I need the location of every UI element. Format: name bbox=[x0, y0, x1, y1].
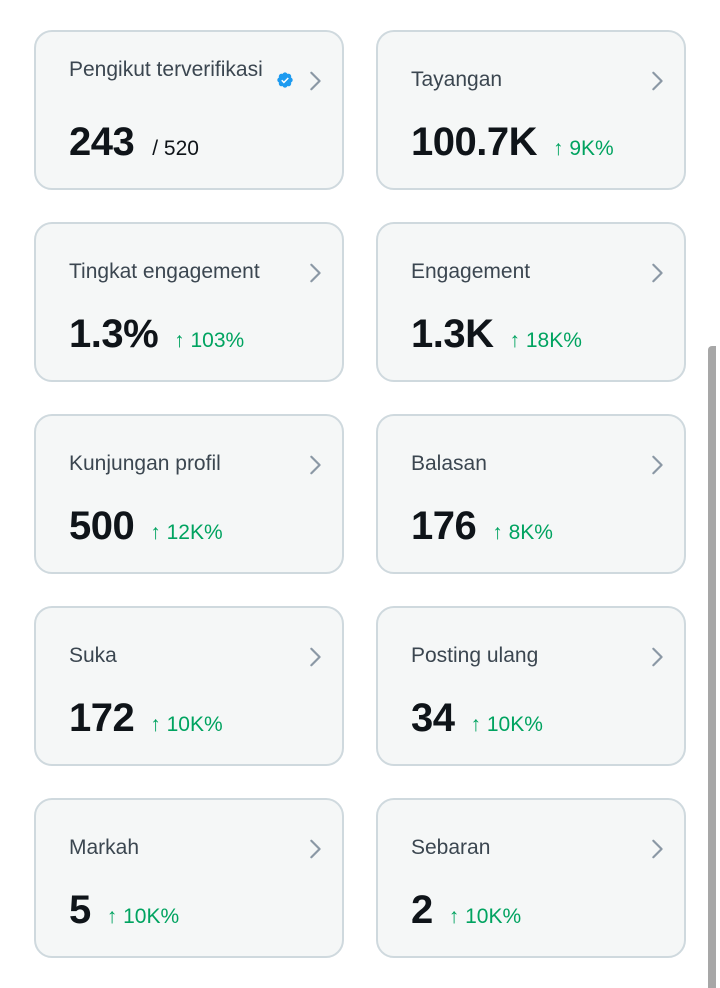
metrics-grid: Pengikut terverifikasi 243 / 520 Tayanga… bbox=[34, 30, 686, 958]
metric-card-reposts[interactable]: Posting ulang 34 ↑ 10K% bbox=[376, 606, 686, 766]
metric-card-engagement[interactable]: Engagement 1.3K ↑ 18K% bbox=[376, 222, 686, 382]
metric-change: ↑ 10K% bbox=[106, 905, 180, 928]
metric-card-impressions[interactable]: Tayangan 100.7K ↑ 9K% bbox=[376, 30, 686, 190]
chevron-right-icon bbox=[310, 839, 321, 859]
metric-change: ↑ 9K% bbox=[552, 137, 614, 160]
metric-label: Tayangan bbox=[411, 68, 503, 91]
metric-label: Kunjungan profil bbox=[69, 452, 221, 475]
metric-value: 1.3% bbox=[69, 312, 159, 356]
metric-card-shares[interactable]: Sebaran 2 ↑ 10K% bbox=[376, 798, 686, 958]
metric-value-row: 34 ↑ 10K% bbox=[411, 696, 543, 741]
verified-badge-icon bbox=[277, 72, 293, 88]
metric-value: 243 bbox=[69, 120, 135, 164]
metric-card-replies[interactable]: Balasan 176 ↑ 8K% bbox=[376, 414, 686, 574]
chevron-right-icon bbox=[652, 455, 663, 475]
chevron-right-icon bbox=[652, 263, 663, 283]
metric-label: Suka bbox=[69, 644, 117, 667]
metric-value: 172 bbox=[69, 696, 135, 740]
metric-value-row: 500 ↑ 12K% bbox=[69, 504, 223, 549]
chevron-right-icon bbox=[310, 263, 321, 283]
metric-label: Engagement bbox=[411, 260, 531, 283]
metric-change: ↑ 10K% bbox=[470, 713, 543, 736]
metric-card-engagement-rate[interactable]: Tingkat engagement 1.3% ↑ 103% bbox=[34, 222, 344, 382]
chevron-right-icon bbox=[310, 455, 321, 475]
metric-value-row: 2 ↑ 10K% bbox=[411, 888, 521, 933]
metric-change: ↑ 12K% bbox=[150, 521, 223, 544]
metric-value-row: 243 / 520 bbox=[69, 120, 199, 165]
metric-card-likes[interactable]: Suka 172 ↑ 10K% bbox=[34, 606, 344, 766]
metric-value: 100.7K bbox=[411, 120, 537, 164]
metric-value: 1.3K bbox=[411, 312, 494, 356]
metric-value-row: 1.3K ↑ 18K% bbox=[411, 312, 582, 357]
metric-value: 176 bbox=[411, 504, 477, 548]
chevron-right-icon bbox=[310, 71, 321, 91]
chevron-right-icon bbox=[652, 839, 663, 859]
metric-card-verified-followers[interactable]: Pengikut terverifikasi 243 / 520 bbox=[34, 30, 344, 190]
metric-label: Posting ulang bbox=[411, 644, 539, 667]
metric-change: ↑ 10K% bbox=[150, 713, 223, 736]
metric-change: ↑ 8K% bbox=[492, 521, 553, 544]
metric-label: Sebaran bbox=[411, 836, 491, 859]
metric-value-row: 1.3% ↑ 103% bbox=[69, 312, 244, 357]
chevron-right-icon bbox=[310, 647, 321, 667]
metric-value-row: 100.7K ↑ 9K% bbox=[411, 120, 614, 165]
metric-value-row: 172 ↑ 10K% bbox=[69, 696, 223, 741]
metric-value: 34 bbox=[411, 696, 455, 740]
metric-value: 500 bbox=[69, 504, 135, 548]
chevron-right-icon bbox=[652, 647, 663, 667]
metric-value: 2 bbox=[411, 888, 433, 932]
metric-value: 5 bbox=[69, 888, 91, 932]
chevron-right-icon bbox=[652, 71, 663, 91]
metric-change: ↑ 18K% bbox=[509, 329, 582, 352]
metric-label: Balasan bbox=[411, 452, 487, 475]
metric-label: Tingkat engagement bbox=[69, 260, 260, 283]
metric-card-profile-visits[interactable]: Kunjungan profil 500 ↑ 12K% bbox=[34, 414, 344, 574]
metric-total: / 520 bbox=[152, 137, 199, 160]
metric-change: ↑ 103% bbox=[174, 329, 245, 352]
metric-change: ↑ 10K% bbox=[448, 905, 522, 928]
metric-value-row: 5 ↑ 10K% bbox=[69, 888, 179, 933]
scrollbar[interactable] bbox=[708, 346, 716, 988]
metric-value-row: 176 ↑ 8K% bbox=[411, 504, 553, 549]
metric-label: Pengikut terverifikasi bbox=[69, 58, 263, 81]
metric-card-bookmarks[interactable]: Markah 5 ↑ 10K% bbox=[34, 798, 344, 958]
metric-label: Markah bbox=[69, 836, 140, 859]
